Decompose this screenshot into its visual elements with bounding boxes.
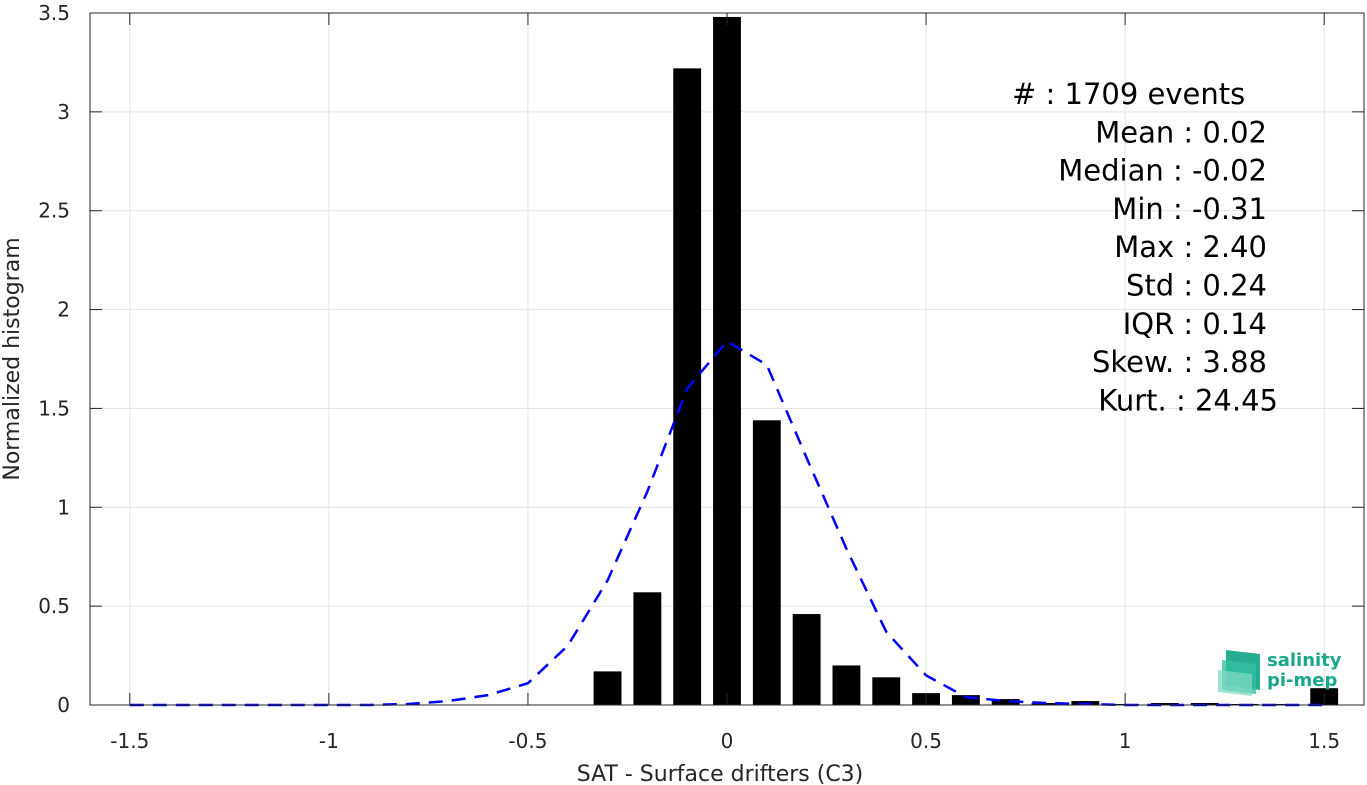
- histogram-bar: [633, 592, 662, 705]
- logo-line1: salinity: [1267, 650, 1342, 671]
- salinity-pi-mep-logo: salinity pi-mep: [1218, 650, 1342, 696]
- x-tick-labels: -1.5 -1 -0.5 0 0.5 1 1.5: [110, 729, 1340, 753]
- stats-line: Mean : 0.02: [1095, 115, 1267, 149]
- histogram-bar: [832, 665, 861, 705]
- histogram-bar: [991, 699, 1020, 705]
- histogram-bar: [593, 671, 622, 705]
- y-tick-label: 0: [57, 693, 70, 717]
- histogram-bar: [951, 695, 980, 705]
- y-tick-label: 2.5: [38, 199, 70, 223]
- stats-line: Min : -0.31: [1112, 192, 1267, 226]
- stats-line: Kurt. : 24.45: [1098, 383, 1278, 417]
- y-axis-title: Normalized histogram: [0, 237, 25, 480]
- y-tick-labels: 0 0.5 1 1.5 2 2.5 3 3.5: [38, 1, 70, 717]
- x-tick-label: 1.5: [1308, 729, 1340, 753]
- x-tick-label: 0.5: [910, 729, 942, 753]
- y-tick-label: 2: [57, 298, 70, 322]
- x-tick-label: 1: [1119, 729, 1132, 753]
- stats-line: IQR : 0.14: [1123, 307, 1267, 341]
- x-tick-label: -0.5: [508, 729, 547, 753]
- ticks: [90, 12, 1364, 706]
- x-tick-label: -1.5: [110, 729, 149, 753]
- y-tick-label: 0.5: [38, 594, 70, 618]
- logo-wave-icon: [1218, 650, 1260, 696]
- histogram-bar: [752, 420, 781, 705]
- y-tick-label: 3.5: [38, 1, 70, 25]
- histogram-bar: [792, 614, 821, 705]
- logo-line2: pi-mep: [1267, 670, 1337, 691]
- stats-box: # : 1709 events Mean : 0.02 Median : -0.02…: [1012, 77, 1278, 417]
- x-tick-label: -1: [319, 729, 339, 753]
- histogram-bar: [872, 677, 901, 705]
- y-tick-label: 1: [57, 495, 70, 519]
- stats-line: Median : -0.02: [1058, 154, 1267, 188]
- y-tick-label: 3: [57, 100, 70, 124]
- stats-line: # : 1709 events: [1012, 77, 1245, 111]
- x-axis-title: SAT - Surface drifters (C3): [577, 762, 864, 785]
- histogram-bar: [713, 16, 741, 706]
- histogram-bar: [673, 68, 702, 706]
- stats-line: Skew. : 3.88: [1092, 345, 1267, 379]
- y-tick-label: 1.5: [38, 396, 70, 420]
- stats-line: Max : 2.40: [1114, 230, 1267, 264]
- stats-line: Std : 0.24: [1126, 269, 1267, 303]
- x-tick-label: 0: [721, 729, 734, 753]
- histogram-bar: [1151, 703, 1179, 705]
- bars: [593, 16, 1339, 706]
